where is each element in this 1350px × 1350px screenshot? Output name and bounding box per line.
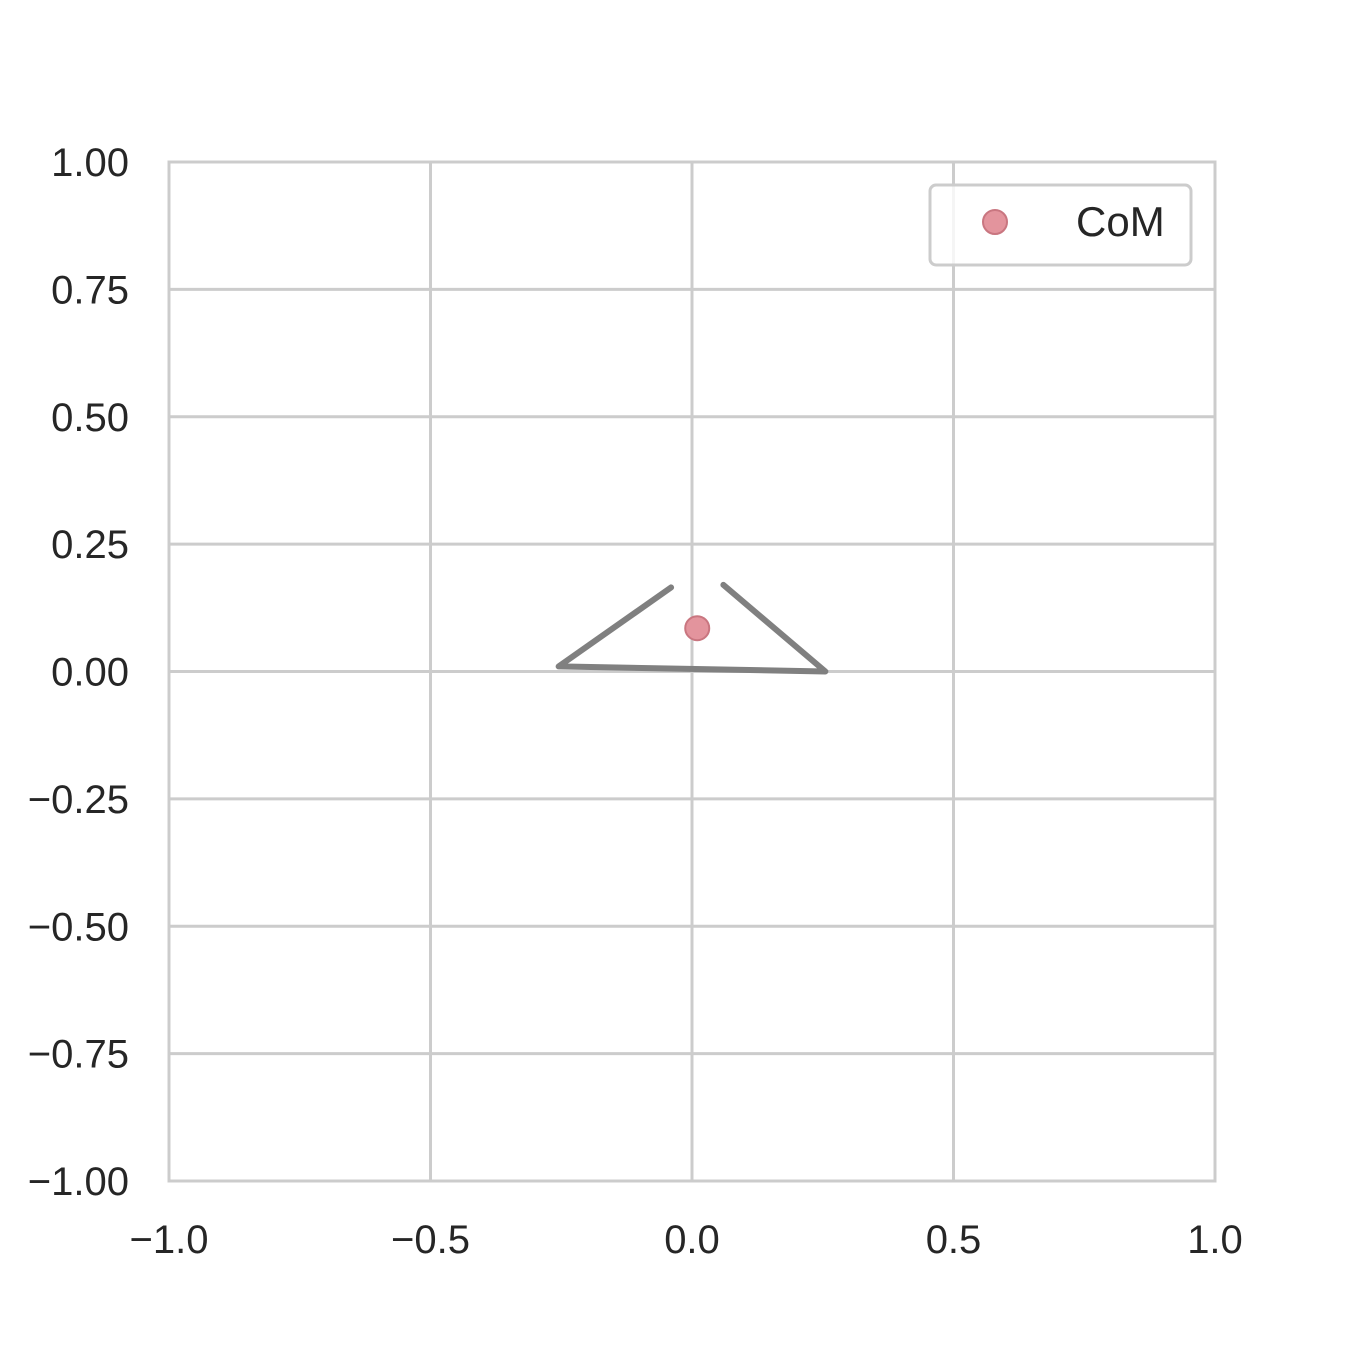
y-tick-label: 0.75 (51, 268, 129, 312)
x-tick-labels: −1.0 −0.5 0.0 0.5 1.0 (130, 1218, 1243, 1262)
x-tick-label: −0.5 (391, 1218, 470, 1262)
y-tick-label: −0.50 (28, 905, 129, 949)
x-tick-label: −1.0 (130, 1218, 209, 1262)
legend-marker-com (982, 209, 1008, 235)
y-tick-label: 0.50 (51, 396, 129, 440)
com-point (684, 615, 711, 642)
legend-box (928, 183, 1193, 267)
y-tick-label: 0.00 (51, 651, 129, 695)
series-layer (555, 581, 829, 675)
x-tick-label: 0.5 (926, 1218, 982, 1262)
series-line (555, 581, 829, 675)
legend: CoM (928, 183, 1193, 267)
x-tick-label: 0.0 (664, 1218, 720, 1262)
y-tick-label: −0.75 (28, 1033, 129, 1077)
plot-frame (167, 160, 1217, 1183)
y-tick-label: 0.25 (51, 523, 129, 567)
y-tick-label: −0.25 (28, 778, 129, 822)
y-tick-label: −1.00 (28, 1160, 129, 1204)
y-tick-label: 1.00 (51, 141, 129, 185)
legend-label-com: CoM (1076, 198, 1165, 245)
x-tick-label: 1.0 (1187, 1218, 1243, 1262)
y-tick-labels: −1.00 −0.75 −0.50 −0.25 0.00 0.25 0.50 0.75 1.00 (28, 141, 129, 1204)
